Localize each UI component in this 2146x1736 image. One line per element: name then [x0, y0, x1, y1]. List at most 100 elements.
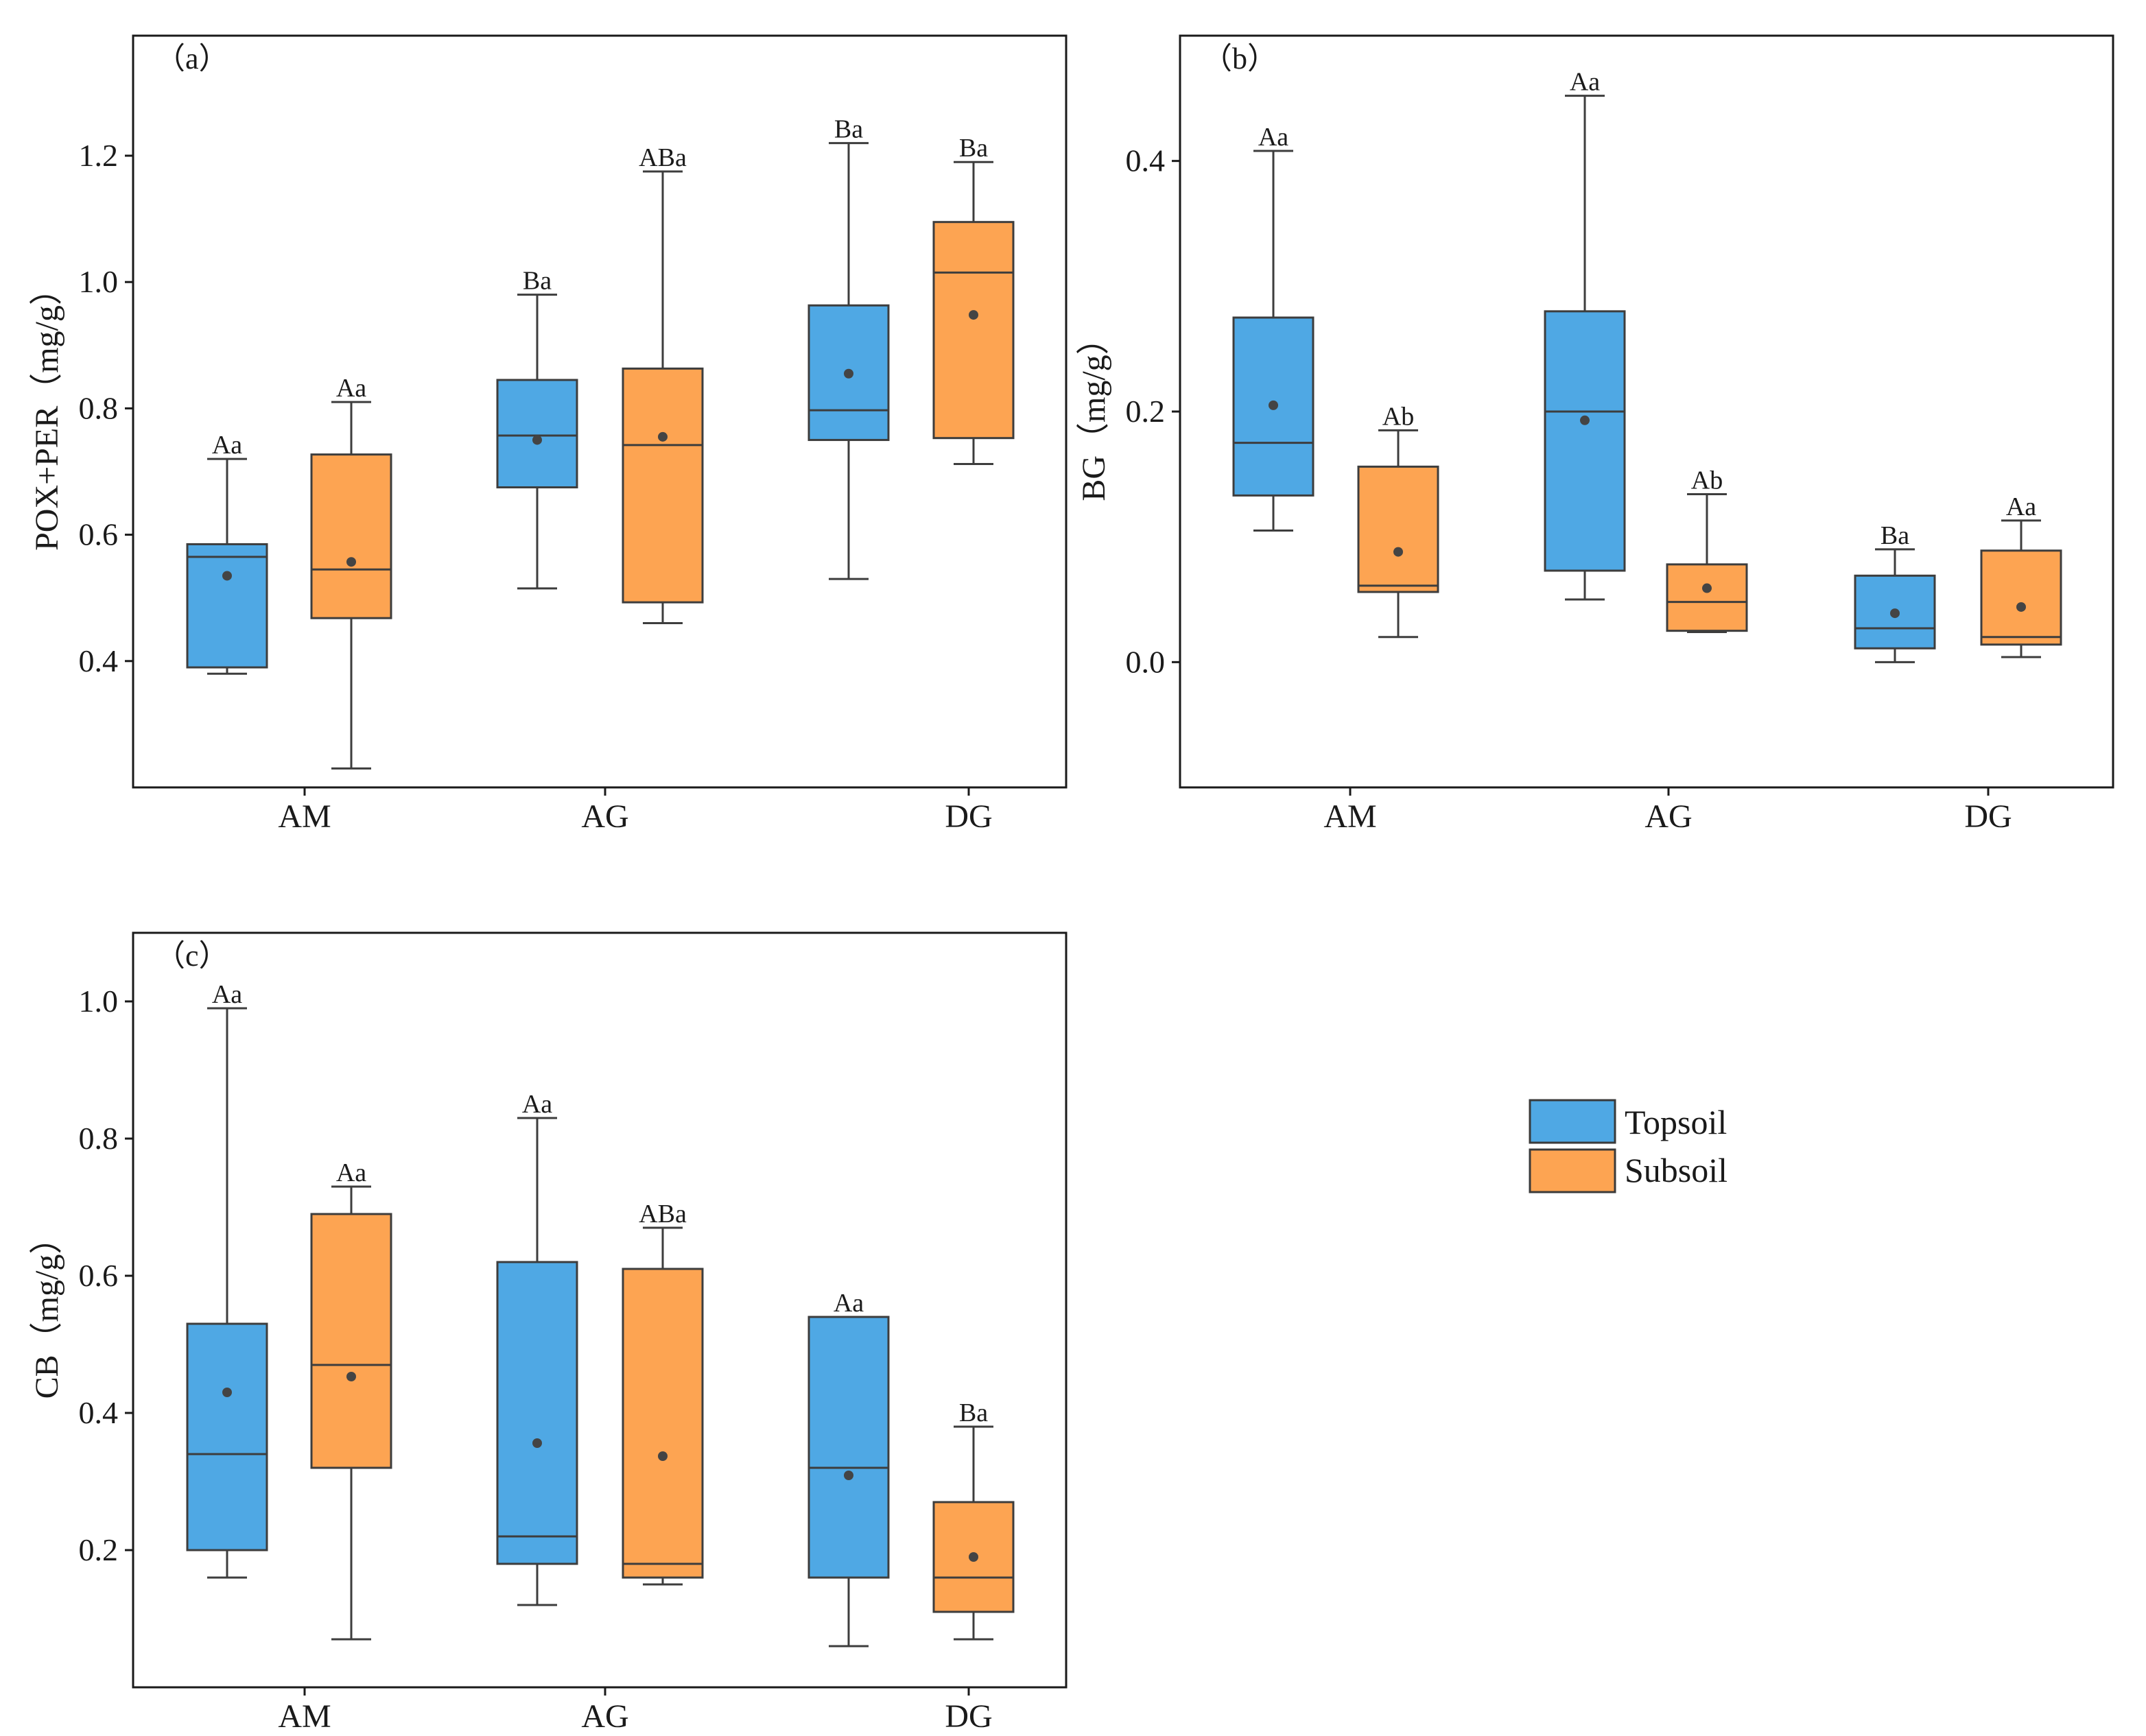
panel-c-box-topsoil-ag: Aa: [496, 1090, 578, 1606]
panel-c-plot-frame: [132, 931, 1068, 1689]
panel-b-box-topsoil-dg: Ba: [1854, 521, 1936, 663]
panel-c-box-subsoil-ag: ABa: [622, 1200, 704, 1586]
legend-swatch-topsoil: [1529, 1099, 1616, 1144]
panel-c-box-subsoil-am: Aa: [310, 1158, 392, 1641]
panel-c-x-tick-label: AG: [581, 1698, 628, 1735]
panel-b-box-subsoil-am: Ab: [1357, 402, 1439, 639]
significance-label: Aa: [212, 431, 242, 460]
panel-b-y-tick-label: 0.2: [1126, 394, 1166, 429]
panel-a-y-tick-label: 1.0: [79, 264, 119, 299]
iqr-box: [496, 379, 578, 489]
mean-point: [222, 571, 232, 581]
panel-c-y-tick-label: 1.0: [79, 984, 119, 1019]
mean-point: [969, 310, 978, 320]
significance-label: Ab: [1382, 402, 1414, 431]
panel-a-box-topsoil-ag: Ba: [496, 267, 578, 590]
iqr-box: [310, 453, 392, 619]
panel-b-x-tick-label: DG: [1964, 798, 2012, 835]
mean-point: [1393, 547, 1403, 557]
mean-point: [222, 1388, 232, 1397]
panel-c: （c） CB（mg/g） 0.2 0.4 0.6 0.8 1.0 AM AG DG Aa Aa Aa…: [29, 931, 1068, 1735]
legend-swatch-subsoil: [1529, 1148, 1616, 1193]
iqr-box: [186, 543, 268, 669]
iqr-box: [932, 221, 1015, 440]
panel-a-y-tick-label: 1.2: [79, 138, 119, 173]
mean-point: [346, 557, 356, 567]
panel-b-y-tick-label: 0.4: [1126, 143, 1166, 178]
mean-point: [658, 431, 668, 442]
significance-label: Aa: [2006, 492, 2036, 521]
significance-label: Aa: [212, 980, 242, 1009]
panel-c-y-axis-title: CB（mg/g）: [29, 1222, 65, 1399]
panel-a-box-topsoil-am: Aa: [186, 431, 268, 675]
significance-label: ABa: [639, 1200, 687, 1228]
iqr-box: [496, 1261, 578, 1565]
significance-label: Aa: [1258, 123, 1288, 152]
significance-label: Ba: [834, 115, 863, 144]
significance-label: Aa: [834, 1289, 864, 1318]
panel-a-box-subsoil-am: Aa: [310, 374, 392, 770]
legend-label-topsoil: Topsoil: [1625, 1103, 1727, 1141]
panel-b-y-tick-label: 0.0: [1126, 644, 1166, 679]
significance-label: Ba: [1880, 521, 1909, 550]
mean-point: [532, 1438, 542, 1448]
significance-label: Ba: [959, 1399, 988, 1427]
iqr-box: [1544, 310, 1626, 572]
panel-b-x-tick-label: AG: [1644, 798, 1692, 835]
mean-point: [1702, 583, 1712, 593]
panel-a-y-tick-label: 0.4: [79, 643, 119, 678]
panel-a-x-tick-label: AG: [581, 798, 628, 835]
panel-b-box-topsoil-am: Aa: [1232, 123, 1314, 532]
panel-b-box-topsoil-ag: Aa: [1544, 68, 1626, 601]
panel-b-label: （b）: [1202, 42, 1277, 75]
panel-a-label: （a）: [155, 42, 229, 75]
panel-a-y-tick-label: 0.6: [79, 517, 119, 552]
iqr-box: [1980, 549, 2062, 646]
mean-point: [532, 435, 542, 445]
iqr-box: [1666, 563, 1748, 632]
mean-point: [844, 368, 853, 379]
iqr-box: [622, 1268, 704, 1579]
iqr-box: [622, 367, 704, 604]
panel-b-box-subsoil-ag: Ab: [1666, 466, 1748, 633]
panel-b-x-tick-label: AM: [1323, 798, 1376, 835]
panel-a-x-tick-label: DG: [945, 798, 992, 835]
panel-a-x-tick-label: AM: [278, 798, 331, 835]
panel-c-label: （c）: [155, 939, 229, 973]
panel-c-y-tick-label: 0.2: [79, 1532, 119, 1567]
panel-c-box-subsoil-dg: Ba: [932, 1399, 1015, 1641]
significance-label: Aa: [522, 1090, 552, 1119]
panel-c-x-tick-label: DG: [945, 1698, 992, 1735]
iqr-box: [807, 1316, 890, 1579]
panel-a-y-axis-title: POX+PER（mg/g）: [29, 272, 65, 551]
panel-c-y-tick-label: 0.4: [79, 1395, 119, 1430]
significance-label: Aa: [336, 374, 366, 403]
panel-c-box-topsoil-am: Aa: [186, 980, 268, 1579]
significance-label: Aa: [1570, 68, 1600, 97]
panel-a-plot-frame: [132, 34, 1068, 789]
significance-label: Ba: [523, 267, 552, 296]
panel-b-y-axis-title: BG（mg/g）: [1076, 322, 1112, 501]
mean-point: [969, 1552, 978, 1562]
panel-a: （a） POX+PER（mg/g） 0.4 0.6 0.8 1.0 1.2 AM AG DG A…: [29, 34, 1068, 835]
panel-a-box-subsoil-dg: Ba: [932, 134, 1015, 465]
iqr-box: [310, 1213, 392, 1469]
iqr-box: [186, 1322, 268, 1551]
legend-label-subsoil: Subsoil: [1625, 1151, 1728, 1189]
panel-c-y-tick-label: 0.8: [79, 1121, 119, 1156]
mean-point: [1890, 608, 1900, 619]
legend: Topsoil Subsoil: [1529, 1099, 1728, 1193]
mean-point: [658, 1451, 668, 1461]
mean-point: [2016, 602, 2026, 612]
significance-label: ABa: [639, 143, 687, 172]
mean-point: [844, 1471, 853, 1480]
mean-point: [1269, 400, 1278, 410]
iqr-box: [1357, 465, 1439, 593]
mean-point: [346, 1372, 356, 1381]
mean-point: [1580, 415, 1590, 425]
panel-c-x-tick-label: AM: [278, 1698, 331, 1735]
significance-label: Ab: [1691, 466, 1723, 495]
panel-b-box-subsoil-dg: Aa: [1980, 492, 2062, 658]
